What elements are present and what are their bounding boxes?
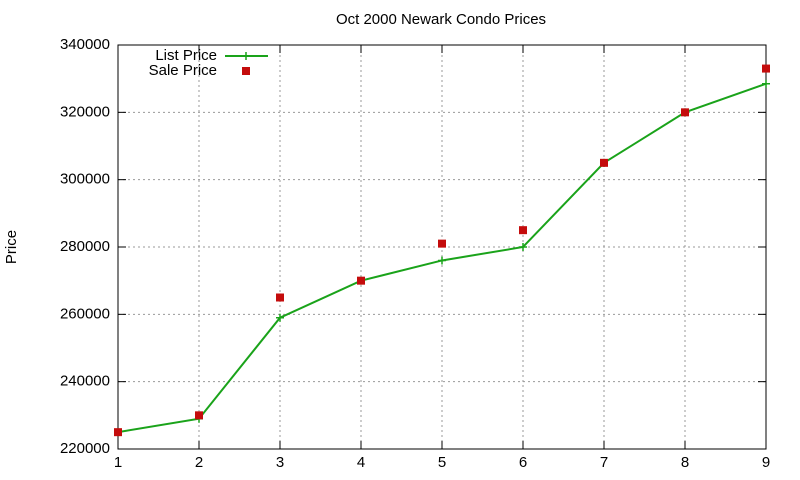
x-tick-label: 4 — [357, 454, 365, 471]
y-tick-label: 260000 — [60, 305, 110, 322]
data-point — [762, 79, 770, 88]
x-tick-label: 1 — [114, 454, 122, 471]
x-tick-label: 8 — [681, 454, 689, 471]
x-tick-label: 9 — [762, 454, 770, 471]
data-point — [357, 276, 365, 285]
x-tick-label: 5 — [438, 454, 446, 471]
legend-swatch — [242, 67, 250, 75]
chart-title: Oct 2000 Newark Condo Prices — [336, 11, 546, 28]
data-point — [276, 313, 284, 322]
data-point — [438, 256, 446, 265]
legend-swatch — [242, 52, 250, 60]
data-point — [762, 64, 770, 73]
data-point — [276, 293, 284, 302]
y-tick-label: 240000 — [60, 373, 110, 390]
data-point — [114, 428, 122, 437]
data-point — [438, 239, 446, 248]
legend-label: Sale Price — [149, 62, 217, 79]
data-point — [519, 226, 527, 235]
x-tick-label: 7 — [600, 454, 608, 471]
x-tick-label: 2 — [195, 454, 203, 471]
y-tick-label: 280000 — [60, 238, 110, 255]
data-point — [681, 108, 689, 117]
data-point — [600, 158, 608, 167]
y-axis-label: Price — [3, 230, 20, 264]
x-tick-label: 6 — [519, 454, 527, 471]
legend-label: List Price — [155, 47, 217, 64]
data-point — [195, 411, 203, 420]
x-tick-label: 3 — [276, 454, 284, 471]
y-tick-label: 220000 — [60, 440, 110, 457]
y-tick-label: 320000 — [60, 103, 110, 120]
y-tick-label: 300000 — [60, 171, 110, 188]
data-point — [519, 243, 527, 251]
plot-frame — [117, 44, 767, 450]
y-tick-label: 340000 — [60, 36, 110, 53]
